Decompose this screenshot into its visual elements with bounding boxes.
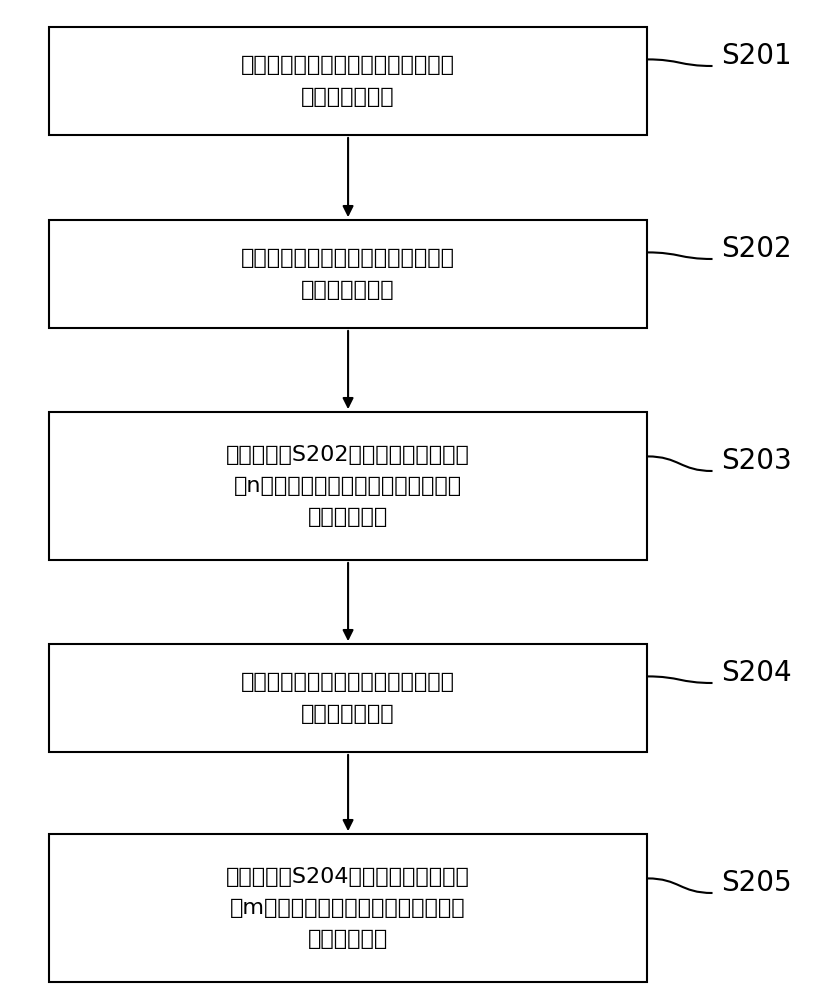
Bar	[49, 834, 647, 982]
Text: 到达预设的帧数时，公共电压按预设
的抖动幅度变大: 到达预设的帧数时，公共电压按预设 的抖动幅度变大	[241, 248, 455, 300]
Text: 从公共电压的中心值开始，计数器开
始累积计算帧数: 从公共电压的中心值开始，计数器开 始累积计算帧数	[241, 55, 455, 107]
Text: S204: S204	[721, 659, 791, 687]
Text: 重复与步骤S202同样的步骤，直至经
历n个抖动幅度周期后，公共电压升高
至最大预设值: 重复与步骤S202同样的步骤，直至经 历n个抖动幅度周期后，公共电压升高 至最大…	[226, 445, 470, 527]
Text: S203: S203	[721, 447, 791, 475]
Text: 重复与步骤S204同样的步骤，直至经
历m个抖动幅度周期后，公共电压降低
至最小预设值: 重复与步骤S204同样的步骤，直至经 历m个抖动幅度周期后，公共电压降低 至最小…	[226, 867, 470, 949]
Text: S202: S202	[721, 235, 791, 263]
Text: S201: S201	[721, 42, 791, 70]
Bar	[49, 220, 647, 328]
Text: 到达预设的帧数时，公共电压按预设
的抖动幅度变小: 到达预设的帧数时，公共电压按预设 的抖动幅度变小	[241, 672, 455, 724]
Text: S205: S205	[721, 869, 791, 897]
Bar	[49, 27, 647, 135]
Bar	[49, 412, 647, 560]
Bar	[49, 644, 647, 752]
